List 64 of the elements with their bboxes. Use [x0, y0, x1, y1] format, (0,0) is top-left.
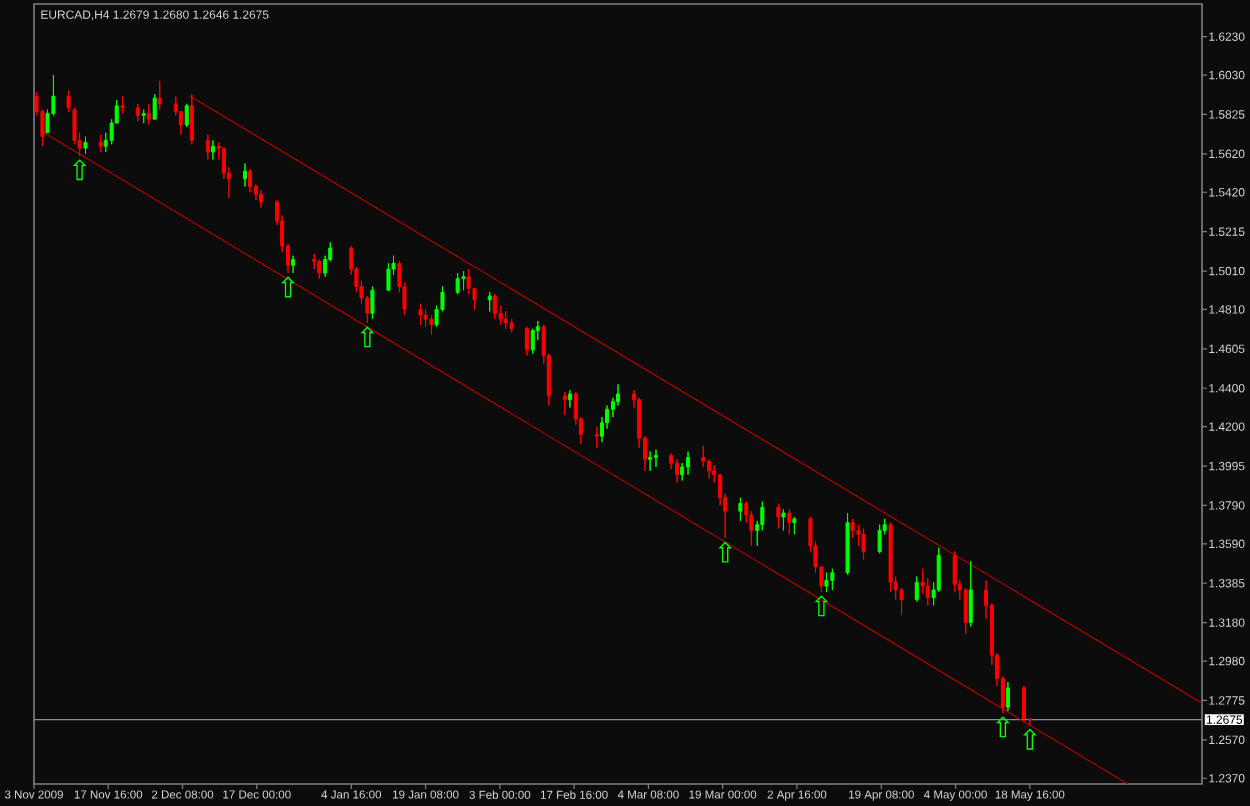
- candlestick: [749, 510, 754, 547]
- annotation: ⇧: [1022, 728, 1037, 750]
- candlestick: [135, 103, 140, 122]
- candlestick: [205, 134, 210, 161]
- candlestick: [952, 551, 957, 593]
- candlestick: [423, 308, 428, 328]
- candlestick: [963, 587, 968, 635]
- candlestick: [738, 497, 743, 522]
- candlestick: [492, 293, 497, 320]
- candlestick: [248, 168, 253, 193]
- annotation: ⇧: [360, 326, 375, 348]
- candlestick: [98, 134, 103, 153]
- candlestick: [968, 560, 973, 627]
- candlestick: [675, 458, 680, 483]
- candlestick: [1021, 685, 1026, 724]
- annotation: ⇧: [281, 276, 295, 298]
- candlestick: [781, 508, 786, 531]
- candlestick: [146, 103, 151, 126]
- annotation: ⇧: [718, 541, 733, 563]
- candlestick: [184, 103, 189, 128]
- candlestick: [1005, 681, 1010, 712]
- candlestick: [787, 508, 792, 535]
- candlestick: [83, 136, 88, 155]
- candlestick: [152, 93, 157, 120]
- candlestick: [429, 314, 434, 335]
- candlestick: [824, 572, 829, 593]
- candlestick: [567, 389, 572, 408]
- candlestick: [317, 259, 322, 280]
- candlestick: [455, 272, 460, 295]
- candlestick: [792, 516, 797, 535]
- candlestick: [830, 568, 835, 591]
- candlestick: [850, 518, 855, 539]
- candlestick: [291, 255, 296, 274]
- candlestick: [653, 449, 658, 468]
- candlestick: [487, 291, 492, 312]
- candlestick: [259, 189, 264, 209]
- candlestick: [386, 262, 391, 291]
- candlestick: [461, 270, 466, 291]
- candlestick: [845, 512, 850, 576]
- candlestick: [861, 527, 866, 560]
- candlestick: [594, 426, 599, 449]
- candlestick: [509, 318, 514, 334]
- candlestick: [648, 451, 653, 472]
- candlestick: [503, 310, 508, 330]
- annotation: ⇧: [995, 716, 1010, 738]
- candlestick: [189, 93, 194, 145]
- candlestick: [370, 285, 375, 320]
- candlestick: [925, 577, 930, 606]
- candlestick: [210, 139, 215, 161]
- candlestick: [242, 162, 247, 188]
- candlestick: [562, 391, 567, 416]
- candlestick: [776, 503, 781, 529]
- candlestick: [877, 524, 882, 554]
- candlestick: [888, 522, 893, 593]
- candlestick: [914, 576, 919, 602]
- candlestick: [524, 326, 529, 357]
- candlestick: [418, 303, 423, 326]
- candlestick: [141, 109, 146, 124]
- candlestick: [120, 95, 125, 114]
- annotation: ⇧: [814, 595, 829, 617]
- candlestick: [157, 80, 162, 111]
- candlestick: [686, 451, 691, 476]
- candlestick: [530, 328, 535, 355]
- annotation: ⇧: [72, 159, 87, 181]
